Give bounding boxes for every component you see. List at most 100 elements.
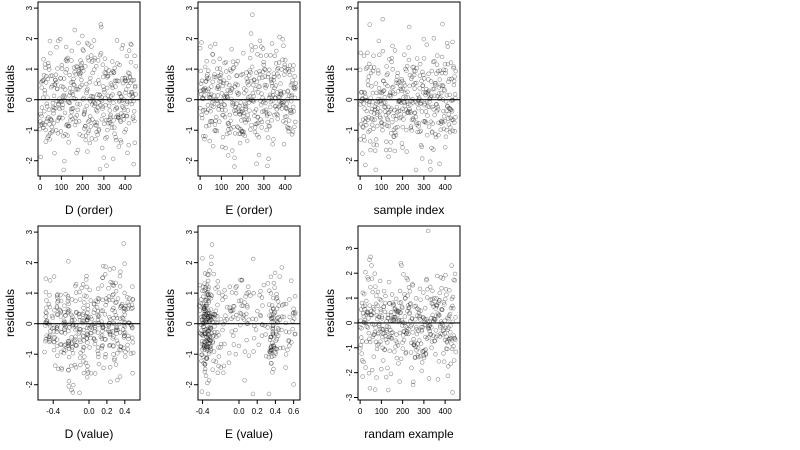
data-point [86,128,92,133]
data-point [94,123,99,128]
data-point [127,75,133,80]
data-point [212,93,217,98]
data-point [201,87,206,92]
data-point [403,324,408,329]
data-point [94,120,100,125]
data-point [421,290,426,295]
data-point [359,90,364,95]
data-point [76,312,81,317]
data-point [123,78,128,83]
data-point [443,325,448,331]
data-point [52,308,57,313]
data-point [381,78,386,84]
data-point [267,349,273,354]
data-point [389,330,394,336]
data-point [359,351,364,356]
data-point [399,77,404,82]
data-point [59,329,64,335]
data-point [122,330,128,335]
data-point [386,110,391,116]
data-point [212,324,217,329]
data-point [76,87,81,92]
data-point [72,83,77,88]
data-point [252,125,258,130]
data-point [241,110,247,116]
data-point [73,310,79,315]
data-point [220,80,226,86]
data-point [282,64,287,70]
data-point [263,100,268,106]
data-point [205,336,210,341]
data-point [44,116,50,122]
data-point [85,55,91,60]
data-point [406,24,412,30]
data-point [372,332,377,337]
data-point [388,140,393,145]
data-point [280,345,286,351]
data-point [121,117,127,122]
data-point [364,310,370,315]
data-point [58,76,63,81]
data-point [209,254,214,260]
data-point [210,52,216,57]
data-point [69,109,74,115]
data-point [52,335,57,340]
data-point [433,82,438,88]
data-point [202,369,208,375]
data-point [420,314,426,320]
data-point [291,109,297,114]
data-point [380,358,386,363]
data-point [246,284,251,289]
data-point [394,80,399,85]
data-point [93,338,98,343]
data-point [205,107,211,112]
data-point [205,88,210,93]
data-point [420,69,425,75]
data-point [270,315,275,320]
data-point [363,94,368,99]
data-point [437,96,442,101]
y-tick-label: 3 [25,229,34,234]
data-point [74,86,80,92]
data-point [211,59,216,64]
data-point [436,120,441,126]
data-point [228,126,234,131]
data-point [392,315,397,320]
y-tick-label: -1 [25,350,34,358]
y-tick-label: 0 [185,321,194,326]
data-point [380,334,385,340]
data-point [269,80,274,86]
data-point [88,370,94,376]
data-point [55,293,60,298]
data-point [104,66,109,71]
data-point [444,340,450,345]
data-point [431,36,437,41]
data-point [42,88,47,93]
data-point [116,144,122,149]
data-point [424,86,429,92]
data-point [80,318,85,323]
data-point [276,303,281,308]
data-point [112,125,117,130]
data-point [207,315,212,320]
data-point [238,126,243,132]
x-tick-label: 300 [417,183,431,192]
data-point [416,121,421,126]
data-point [131,161,136,167]
data-point [118,303,124,309]
data-point [216,73,221,79]
data-point [69,90,75,95]
data-point [121,316,126,321]
data-point [381,288,387,294]
data-point [203,298,208,303]
data-point [362,119,368,124]
data-point [91,336,97,342]
data-point [238,109,244,115]
data-point [72,122,78,128]
data-point [95,296,101,301]
data-point [274,331,279,337]
data-point [423,352,429,357]
data-point [68,80,74,85]
data-point [259,295,265,300]
data-point [204,291,209,296]
